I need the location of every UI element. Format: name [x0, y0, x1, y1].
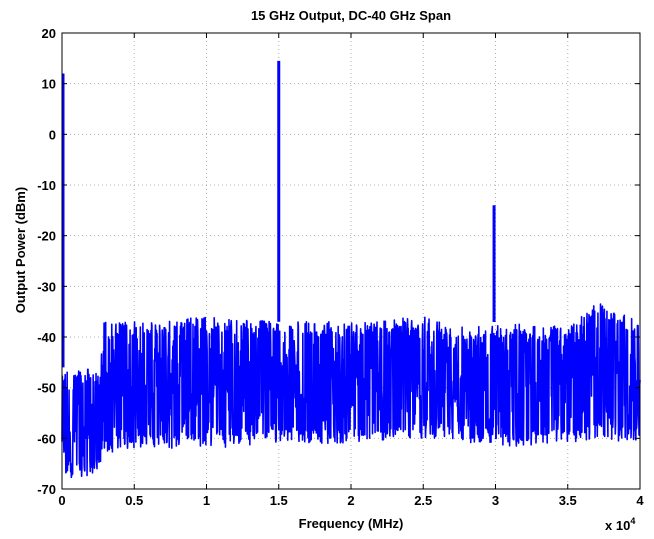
chart-title: 15 GHz Output, DC-40 GHz Span [251, 8, 451, 23]
x-tick-label: 2.5 [414, 493, 432, 508]
x-axis-exponent: x 104 [605, 516, 635, 533]
x-tick-label: 4 [636, 493, 644, 508]
y-tick-label: -40 [37, 330, 56, 345]
x-tick-label: 3 [492, 493, 499, 508]
x-tick-label: 3.5 [559, 493, 577, 508]
x-axis-label: Frequency (MHz) [299, 516, 404, 531]
series-line [61, 303, 641, 479]
y-tick-label: -20 [37, 229, 56, 244]
x-axis: 0 0.5 1 1.5 2 2.5 3 3.5 4 [58, 33, 644, 508]
y-axis-label: Output Power (dBm) [13, 187, 28, 313]
series-noise [61, 303, 641, 479]
x-tick-label: 1.5 [270, 493, 288, 508]
y-tick-label: -70 [37, 482, 56, 497]
y-tick-label: -10 [37, 178, 56, 193]
x-tick-label: 0 [58, 493, 65, 508]
y-tick-label: -30 [37, 279, 56, 294]
series-peaks [61, 60, 496, 368]
x-exponent-power: 4 [630, 516, 635, 526]
y-tick-label: -50 [37, 381, 56, 396]
x-exponent-base: x 10 [605, 518, 630, 533]
y-tick-label: 20 [42, 26, 56, 41]
x-tick-label: 0.5 [125, 493, 143, 508]
x-tick-label: 2 [347, 493, 354, 508]
y-tick-label: -60 [37, 431, 56, 446]
y-tick-label: 10 [42, 77, 56, 92]
x-tick-label: 1 [203, 493, 210, 508]
y-tick-label: 0 [49, 127, 56, 142]
y-axis: 20 10 0 -10 -20 -30 -40 -50 -60 -70 [37, 26, 640, 497]
